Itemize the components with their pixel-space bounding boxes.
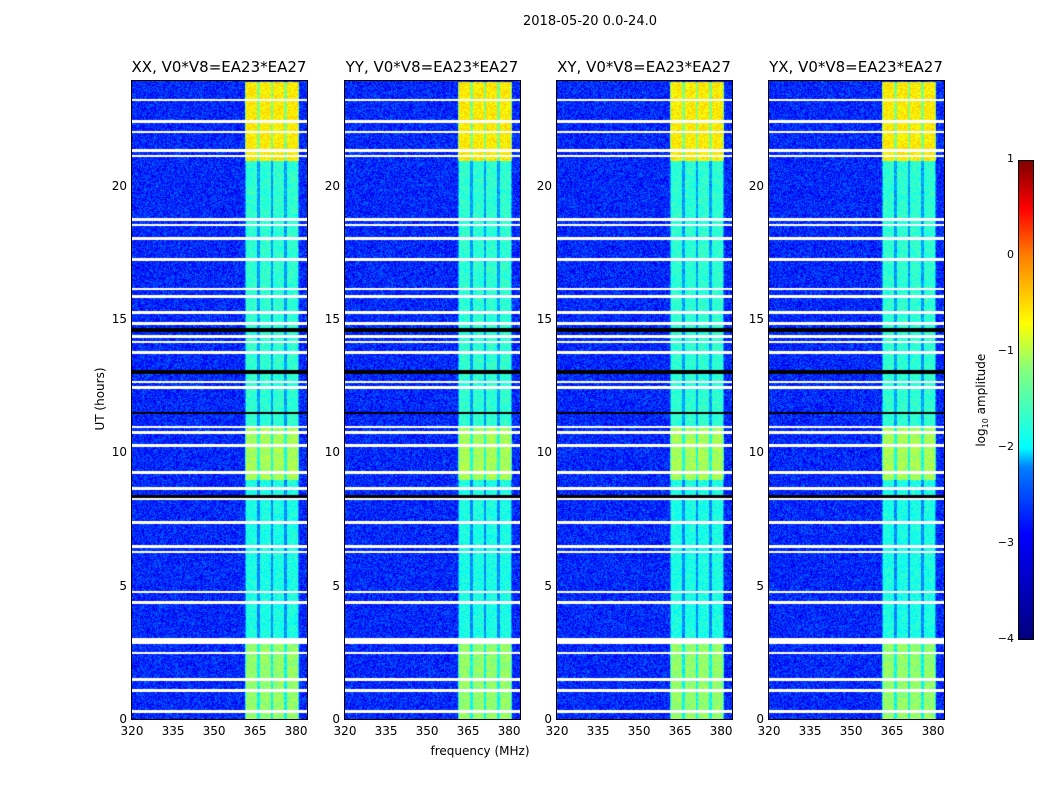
- y-tick-label: 10: [111, 445, 127, 460]
- heatmap-panel: [768, 80, 945, 720]
- panel-title: XX, V0*V8=EA23*EA27: [131, 58, 307, 76]
- colorbar-label: log10 amplitude: [973, 353, 991, 447]
- colorbar: [1018, 160, 1034, 640]
- x-tick-label: 350: [202, 724, 226, 738]
- y-tick-label: 20: [536, 178, 552, 193]
- heatmap-image: [769, 81, 944, 719]
- y-tick-label: 5: [756, 578, 764, 593]
- y-tick-label: 0: [332, 712, 340, 726]
- x-tick-label: 335: [798, 724, 822, 738]
- y-tick-label: 20: [748, 178, 764, 193]
- x-tick-label: 380: [709, 724, 733, 738]
- x-tick-label: 350: [627, 724, 651, 738]
- heatmap-image: [557, 81, 732, 719]
- colorbar-tick-label: 1: [1007, 152, 1014, 165]
- heatmap-panel: [131, 80, 308, 720]
- x-tick-label: 335: [374, 724, 398, 738]
- y-tick-label: 5: [544, 578, 552, 593]
- y-tick-label: 20: [324, 178, 340, 193]
- figure-title: 2018-05-20 0.0-24.0: [523, 14, 657, 29]
- x-tick-label: 365: [668, 724, 692, 738]
- y-tick-label: 0: [756, 712, 764, 726]
- y-tick-label: 10: [748, 445, 764, 460]
- y-tick-label: 5: [119, 578, 127, 593]
- y-tick-label: 15: [748, 312, 764, 326]
- panel-title: YY, V0*V8=EA23*EA27: [345, 58, 519, 76]
- y-tick-label: 10: [324, 445, 340, 460]
- heatmap-image: [345, 81, 520, 719]
- colorbar-tick-label: −4: [997, 632, 1014, 645]
- x-tick-label: 320: [757, 724, 781, 738]
- x-tick-label: 320: [333, 724, 357, 738]
- x-tick-label: 335: [586, 724, 610, 738]
- y-tick-label: 5: [332, 578, 340, 593]
- x-tick-label: 365: [456, 724, 480, 738]
- colorbar-tick-label: −1: [997, 344, 1014, 357]
- heatmap-image: [132, 81, 307, 719]
- colorbar-tick-label: −3: [997, 536, 1014, 549]
- x-tick-label: 365: [243, 724, 267, 738]
- x-tick-label: 350: [415, 724, 439, 738]
- x-tick-label: 380: [921, 724, 945, 738]
- x-axis-label: frequency (MHz): [430, 744, 530, 758]
- x-tick-label: 320: [545, 724, 569, 738]
- colorbar-tick-label: 0: [1007, 248, 1014, 261]
- heatmap-panel: [556, 80, 733, 720]
- heatmap-panel: [344, 80, 521, 720]
- y-tick-label: 15: [324, 312, 340, 326]
- y-tick-label: 15: [111, 312, 127, 326]
- panel-title: YX, V0*V8=EA23*EA27: [769, 58, 943, 76]
- x-tick-label: 350: [839, 724, 863, 738]
- x-tick-label: 380: [284, 724, 308, 738]
- y-tick-label: 10: [536, 445, 552, 460]
- y-tick-label: 15: [536, 312, 552, 326]
- y-tick-label: 20: [111, 178, 127, 193]
- x-tick-label: 320: [120, 724, 144, 738]
- x-tick-label: 365: [880, 724, 904, 738]
- y-tick-label: 0: [119, 712, 127, 726]
- x-tick-label: 335: [161, 724, 185, 738]
- y-tick-label: 0: [544, 712, 552, 726]
- panel-title: XY, V0*V8=EA23*EA27: [557, 58, 731, 76]
- y-axis-label: UT (hours): [93, 367, 107, 431]
- x-tick-label: 380: [497, 724, 521, 738]
- colorbar-tick-label: −2: [997, 440, 1014, 453]
